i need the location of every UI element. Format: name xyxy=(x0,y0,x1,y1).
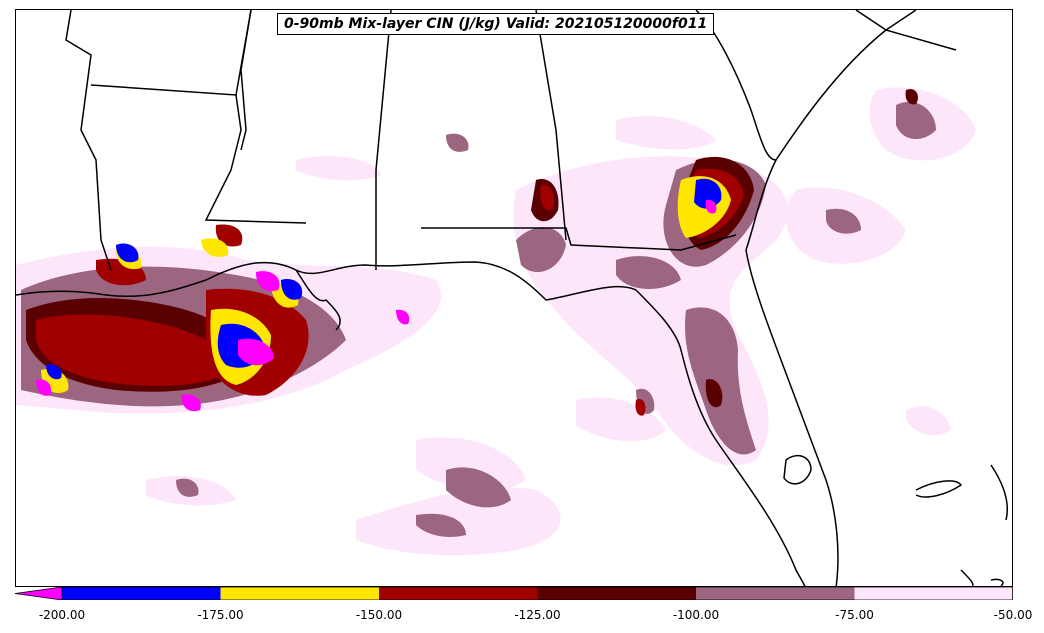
cin-fill-lt-200 xyxy=(36,199,717,412)
colorbar-swatch-200-175 xyxy=(62,587,221,600)
colorbar-tick-label: -50.00 xyxy=(993,608,1033,622)
colorbar-swatch-150-125 xyxy=(379,587,538,600)
colorbar-tick-label: -150.00 xyxy=(355,608,403,622)
colorbar-swatch-125-100 xyxy=(537,587,696,600)
colorbar-under-arrow xyxy=(15,587,63,600)
colorbar-swatch-100-75 xyxy=(696,587,855,600)
map-panel xyxy=(15,9,1013,587)
colorbar-swatch-75-50 xyxy=(854,587,1013,600)
colorbar-tick-label: -175.00 xyxy=(197,608,244,622)
colorbar-swatch-175-150 xyxy=(220,587,379,600)
colorbar-tick-label: -125.00 xyxy=(514,608,561,622)
colorbar-tick-label: -200.00 xyxy=(38,608,86,622)
colorbar-outline xyxy=(61,587,1013,600)
colorbar-tick-label: -75.00 xyxy=(835,608,874,622)
colorbar xyxy=(15,587,1013,600)
map-title: 0-90mb Mix-layer CIN (J/kg) Valid: 20210… xyxy=(277,13,715,35)
cin-map xyxy=(16,10,1008,586)
colorbar-tick-label: -100.00 xyxy=(672,608,720,622)
